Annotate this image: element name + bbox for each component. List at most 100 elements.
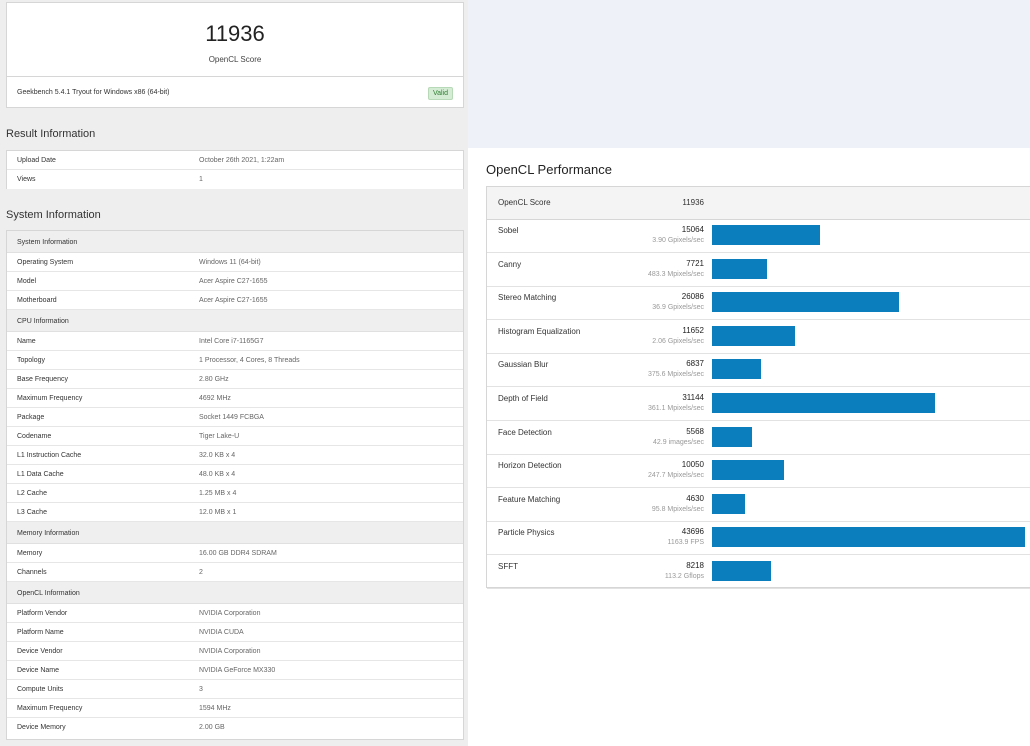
table-row: Topology 1 Processor, 4 Cores, 8 Threads: [7, 351, 463, 370]
row-value: 1594 MHz: [199, 705, 231, 712]
row-value: 4692 MHz: [199, 395, 231, 402]
opencl-score-row-label: OpenCL Score: [498, 198, 551, 207]
table-row: Maximum Frequency 1594 MHz: [7, 699, 463, 718]
benchmark-name: SFFT: [498, 562, 518, 571]
row-value: October 26th 2021, 1:22am: [199, 157, 285, 164]
section-header: OpenCL Information: [7, 582, 463, 604]
benchmark-row: Stereo Matching 26086 36.9 Gpixels/sec: [487, 286, 1030, 321]
benchmark-score: 11652: [682, 325, 704, 335]
result-information-table: Upload Date October 26th 2021, 1:22am View…: [6, 150, 464, 189]
benchmark-throughput: 375.6 Mpixels/sec: [647, 371, 704, 379]
row-value: Socket 1449 FCBGA: [199, 414, 264, 421]
row-value: 2.00 GB: [199, 724, 225, 731]
benchmark-bar: [712, 325, 795, 346]
benchmark-row: Gaussian Blur 6837 375.6 Mpixels/sec: [487, 353, 1030, 388]
row-key: Views: [17, 176, 36, 183]
benchmark-row: Horizon Detection 10050 247.7 Mpixels/sec: [487, 454, 1030, 489]
row-value: NVIDIA GeForce MX330: [199, 667, 276, 674]
benchmark-score: 8218: [686, 561, 704, 570]
benchmark-row: Feature Matching 4630 95.8 Mpixels/sec: [487, 488, 1030, 522]
table-row: Memory 16.00 GB DDR4 SDRAM: [7, 544, 463, 563]
benchmark-name: Depth of Field: [498, 394, 548, 403]
benchmark-throughput: 36.9 Gpixels/sec: [652, 304, 704, 312]
row-key: Maximum Frequency: [17, 705, 83, 712]
row-value: Intel Core i7-1165G7: [199, 338, 264, 345]
benchmark-score: 31144: [682, 393, 704, 402]
row-value: Acer Aspire C27-1655: [199, 278, 268, 285]
benchmark-score: 4630: [686, 493, 704, 503]
opencl-performance-title: OpenCL Performance: [486, 162, 612, 177]
benchmark-bar: [712, 561, 771, 581]
row-key: Package: [17, 414, 45, 421]
valid-badge: Valid: [427, 87, 453, 100]
table-row: Codename Tiger Lake-U: [7, 427, 463, 446]
table-row: Name Intel Core i7-1165G7: [7, 332, 463, 351]
opencl-score-row: OpenCL Score 11936: [487, 187, 1030, 220]
benchmark-bar: [712, 426, 752, 447]
table-row: Views 1: [7, 170, 463, 189]
benchmark-name: Histogram Equalization: [498, 326, 581, 336]
section-header-label: OpenCL Information: [17, 590, 80, 597]
row-value: NVIDIA CUDA: [199, 629, 244, 636]
benchmark-row: Canny 7721 483.3 Mpixels/sec: [487, 253, 1030, 287]
row-key: Topology: [17, 357, 46, 364]
row-value: Windows 11 (64-bit): [199, 259, 261, 266]
benchmark-throughput: 361.1 Mpixels/sec: [647, 405, 704, 412]
row-key: Channels: [17, 569, 47, 576]
benchmark-throughput: 2.06 Gpixels/sec: [652, 337, 704, 345]
opencl-score-label: OpenCL Score: [208, 55, 262, 64]
benchmark-score: 43696: [681, 527, 704, 537]
row-value: NVIDIA Corporation: [199, 648, 261, 655]
benchmark-throughput: 1163.9 FPS: [667, 539, 704, 547]
benchmark-name: Sobel: [498, 226, 519, 235]
row-key: L1 Data Cache: [17, 471, 64, 478]
system-information-table: System Information Operating System Window…: [6, 230, 464, 740]
row-key: Compute Units: [17, 686, 64, 693]
table-row: L3 Cache 12.0 MB x 1: [7, 503, 463, 522]
table-row: Device Memory 2.00 GB: [7, 718, 463, 737]
section-header: System Information: [7, 231, 463, 253]
row-value: 16.00 GB DDR4 SDRAM: [199, 550, 277, 557]
benchmark-bar: [712, 359, 761, 380]
row-value: 3: [199, 686, 203, 693]
row-key: Device Name: [17, 667, 60, 674]
table-row: Platform Name NVIDIA CUDA: [7, 623, 463, 642]
row-value: 1 Processor, 4 Cores, 8 Threads: [199, 357, 300, 364]
benchmark-score: 6837: [686, 359, 704, 369]
table-row: L1 Data Cache 48.0 KB x 4: [7, 465, 463, 484]
benchmark-bar: [712, 292, 899, 313]
opencl-performance-table: OpenCL Score 11936 Sobel 15064 3.90 Gpixel…: [486, 186, 1030, 589]
row-key: Device Memory: [17, 724, 66, 731]
row-key: Operating System: [17, 259, 74, 266]
table-row: Compute Units 3: [7, 680, 463, 699]
benchmark-row: Depth of Field 31144 361.1 Mpixels/sec: [487, 387, 1030, 421]
benchmark-name: Face Detection: [498, 427, 552, 437]
benchmark-name: Particle Physics: [498, 528, 555, 538]
table-row: Package Socket 1449 FCBGA: [7, 408, 463, 427]
row-key: Device Vendor: [17, 648, 63, 655]
benchmark-name: Horizon Detection: [498, 461, 562, 471]
row-key: Platform Name: [17, 629, 64, 636]
benchmark-bar: [712, 493, 745, 514]
row-value: NVIDIA Corporation: [199, 610, 261, 617]
table-row: Maximum Frequency 4692 MHz: [7, 389, 463, 408]
table-row: Device Name NVIDIA GeForce MX330: [7, 661, 463, 680]
row-value: 1.25 MB x 4: [199, 490, 237, 497]
right-header-background: [468, 0, 1030, 148]
benchmark-row: SFFT 8218 113.2 Gflops: [487, 555, 1030, 589]
table-row: Operating System Windows 11 (64-bit): [7, 253, 463, 272]
benchmark-row: Face Detection 5568 42.9 images/sec: [487, 421, 1030, 455]
benchmark-throughput: 3.90 Gpixels/sec: [652, 237, 704, 244]
benchmark-row: Histogram Equalization 11652 2.06 Gpixels/…: [487, 320, 1030, 354]
benchmark-throughput: 113.2 Gflops: [664, 573, 704, 580]
benchmark-throughput: 247.7 Mpixels/sec: [647, 472, 704, 480]
benchmark-name: Feature Matching: [498, 494, 561, 504]
benchmark-row: Particle Physics 43696 1163.9 FPS: [487, 521, 1030, 556]
benchmark-bar: [712, 393, 935, 413]
benchmark-row: Sobel 15064 3.90 Gpixels/sec: [487, 219, 1030, 253]
benchmark-bar: [712, 225, 820, 245]
opencl-score-row-value: 11936: [682, 198, 704, 207]
row-key: Platform Vendor: [17, 610, 68, 617]
row-key: Model: [17, 278, 37, 285]
table-row: Motherboard Acer Aspire C27-1655: [7, 291, 463, 310]
